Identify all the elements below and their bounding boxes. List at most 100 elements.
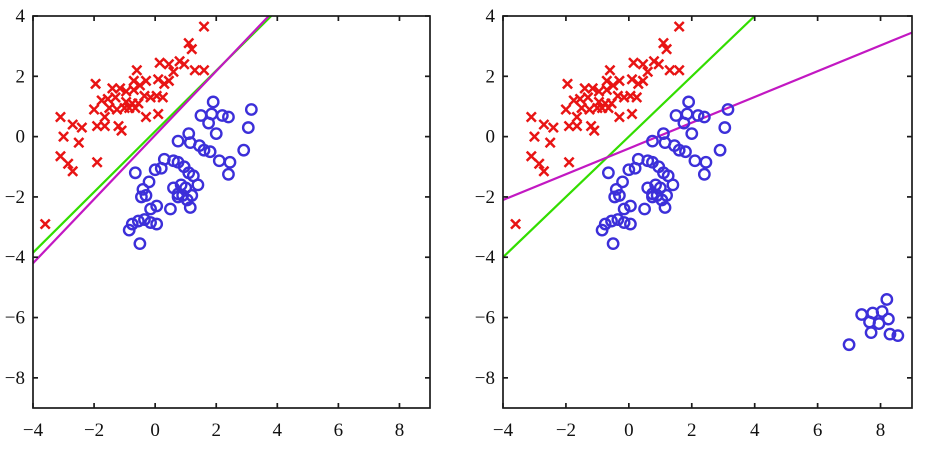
- x-tick-label: −4: [23, 420, 44, 441]
- x-tick-label: 2: [687, 420, 697, 441]
- y-tick-label: 4: [486, 6, 496, 27]
- data-point-cross: [152, 108, 164, 120]
- data-point-circle: [697, 167, 711, 181]
- data-point-circle: [209, 127, 223, 141]
- y-tick-label: 2: [486, 66, 496, 87]
- data-point-circle: [638, 202, 651, 216]
- data-point-cross: [601, 84, 613, 96]
- data-point-circle: [606, 237, 620, 251]
- data-point-circle: [628, 161, 642, 175]
- data-point-circle: [183, 201, 197, 214]
- series-class2-blue-circles: [122, 95, 258, 251]
- data-point-cross: [602, 102, 614, 114]
- data-point-cross: [604, 64, 616, 76]
- data-point-cross: [129, 102, 141, 114]
- data-point-cross: [154, 57, 166, 69]
- data-point-circle: [131, 214, 145, 228]
- x-tick-label: 2: [211, 420, 221, 441]
- data-point-circle: [677, 116, 691, 130]
- data-point-circle: [142, 175, 156, 189]
- data-point-circle: [215, 109, 229, 122]
- data-point-cross: [607, 79, 619, 91]
- data-point-circle: [875, 305, 889, 318]
- axes-box: [32, 15, 431, 409]
- data-point-cross: [673, 64, 685, 76]
- data-point-cross: [588, 125, 600, 137]
- x-tick-label: 0: [150, 420, 160, 441]
- data-point-cross: [657, 37, 669, 49]
- data-point-circle: [842, 338, 856, 352]
- data-point-cross: [673, 21, 685, 33]
- data-point-cross: [562, 78, 573, 90]
- data-point-cross: [593, 85, 605, 97]
- data-point-circle: [222, 110, 235, 124]
- x-tick-label: −4: [493, 420, 514, 441]
- data-point-circle: [241, 121, 255, 134]
- x-tick-label: 6: [334, 420, 344, 441]
- data-point-cross: [576, 102, 588, 114]
- data-point-circle: [144, 202, 157, 216]
- data-point-cross: [626, 108, 638, 120]
- data-point-cross: [167, 66, 179, 78]
- data-point-circle: [197, 143, 211, 157]
- data-point-circle: [688, 154, 702, 168]
- data-point-circle: [164, 202, 177, 216]
- data-point-cross: [99, 120, 111, 132]
- data-point-circle: [622, 163, 636, 177]
- data-point-cross: [560, 103, 572, 115]
- data-point-circle: [144, 216, 157, 229]
- y-tick-label: 4: [16, 6, 26, 27]
- data-point-cross: [613, 75, 625, 87]
- data-point-cross: [571, 111, 583, 123]
- data-point-cross: [538, 119, 550, 131]
- data-point-circle: [154, 161, 168, 175]
- axis-ticks: [32, 15, 430, 408]
- data-point-cross: [626, 73, 638, 85]
- axes-box: [502, 15, 913, 409]
- data-point-circle: [653, 181, 667, 195]
- y-tick-label: −2: [475, 187, 495, 208]
- x-tick-label: 0: [624, 420, 634, 441]
- data-point-circle: [691, 109, 705, 122]
- data-point-circle: [222, 167, 235, 181]
- data-point-cross: [116, 125, 128, 137]
- data-point-cross: [198, 64, 210, 76]
- x-tick-label: 6: [813, 420, 823, 441]
- data-point-cross: [55, 111, 66, 123]
- data-point-circle: [138, 213, 151, 226]
- data-point-circle: [624, 199, 637, 213]
- data-point-cross: [99, 111, 111, 123]
- data-point-cross: [571, 120, 583, 132]
- data-point-circle: [655, 193, 669, 207]
- data-point-cross: [163, 75, 175, 87]
- y-tick-label: 0: [486, 127, 496, 148]
- axis-ticks: [502, 15, 912, 408]
- data-point-cross: [587, 82, 599, 94]
- data-point-circle: [616, 175, 629, 189]
- data-point-circle: [682, 95, 696, 109]
- data-point-circle: [180, 193, 194, 207]
- data-point-circle: [135, 190, 148, 204]
- data-point-circle: [122, 223, 136, 237]
- data-point-cross: [631, 91, 643, 103]
- data-point-circle: [605, 214, 618, 228]
- decision-boundary-magenta: [503, 31, 912, 201]
- data-point-cross: [163, 58, 175, 70]
- data-point-circle: [150, 217, 164, 231]
- data-point-circle: [864, 326, 878, 340]
- data-point-cross: [584, 103, 596, 115]
- data-point-cross: [73, 137, 85, 149]
- data-point-circle: [136, 182, 150, 196]
- data-point-circle: [646, 134, 659, 148]
- y-tick-label: −4: [5, 247, 26, 268]
- x-tick-label: 8: [876, 420, 886, 441]
- y-tick-label: 2: [16, 66, 26, 87]
- data-point-circle: [223, 155, 237, 169]
- data-point-cross: [140, 75, 152, 87]
- data-point-cross: [525, 150, 537, 162]
- data-point-cross: [62, 158, 74, 170]
- data-point-cross: [664, 64, 676, 76]
- data-point-circle: [713, 143, 727, 157]
- data-point-circle: [611, 213, 625, 226]
- data-point-cross: [128, 84, 140, 96]
